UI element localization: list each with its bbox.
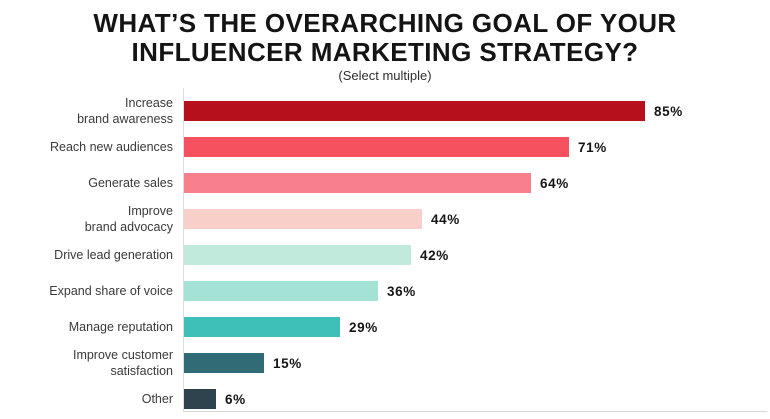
bar-track: 44% <box>183 209 460 230</box>
chart-rows: Increase brand awareness 85% Reach new a… <box>0 88 770 417</box>
row-label: Generate sales <box>88 176 173 191</box>
row-label: Other <box>141 392 173 407</box>
y-axis-line <box>183 88 184 412</box>
bar <box>183 317 340 338</box>
row-label: Drive lead generation <box>54 248 173 263</box>
row-label: Manage reputation <box>68 320 173 335</box>
value-label: 36% <box>387 283 416 299</box>
bar <box>183 101 645 122</box>
bar <box>183 353 264 374</box>
bar-track: 29% <box>183 317 378 338</box>
row-label: Expand share of voice <box>49 284 173 299</box>
value-label: 6% <box>225 391 246 407</box>
value-label: 64% <box>540 175 569 191</box>
row-label: Reach new audiences <box>50 140 173 155</box>
row-label: Improve customer satisfaction <box>72 347 173 379</box>
chart-row: Expand share of voice 36% <box>0 273 770 309</box>
chart-subtitle: (Select multiple) <box>338 68 432 84</box>
chart-row: Generate sales 64% <box>0 165 770 201</box>
bar-track: 42% <box>183 245 449 266</box>
value-label: 29% <box>349 319 378 335</box>
chart-row: Improve brand advocacy 44% <box>0 201 770 237</box>
value-label: 42% <box>420 247 449 263</box>
value-label: 85% <box>654 103 683 119</box>
bar-track: 85% <box>183 101 683 122</box>
chart-row: Increase brand awareness 85% <box>0 93 770 129</box>
chart-row: Manage reputation 29% <box>0 309 770 345</box>
bar-track: 15% <box>183 353 302 374</box>
bar-track: 36% <box>183 281 416 302</box>
chart-row: Improve customer satisfaction 15% <box>0 345 770 381</box>
bar-track: 64% <box>183 173 569 194</box>
chart-row: Other 6% <box>0 381 770 417</box>
chart-row: Reach new audiences 71% <box>0 129 770 165</box>
bar <box>183 245 411 266</box>
bar <box>183 389 216 410</box>
value-label: 15% <box>273 355 302 371</box>
value-label: 44% <box>431 211 460 227</box>
bar-chart: Increase brand awareness 85% Reach new a… <box>0 88 770 417</box>
bar <box>183 137 569 158</box>
x-axis-line <box>183 411 767 413</box>
bar <box>183 209 422 230</box>
row-label: Improve brand advocacy <box>84 203 173 235</box>
value-label: 71% <box>578 139 607 155</box>
chart-row: Drive lead generation 42% <box>0 237 770 273</box>
bar-track: 6% <box>183 389 246 410</box>
row-label: Increase brand awareness <box>77 95 173 127</box>
bar <box>183 173 531 194</box>
bar <box>183 281 378 302</box>
chart-title: WHAT’S THE OVERARCHING GOAL OF YOUR INFL… <box>93 8 677 67</box>
bar-track: 71% <box>183 137 607 158</box>
